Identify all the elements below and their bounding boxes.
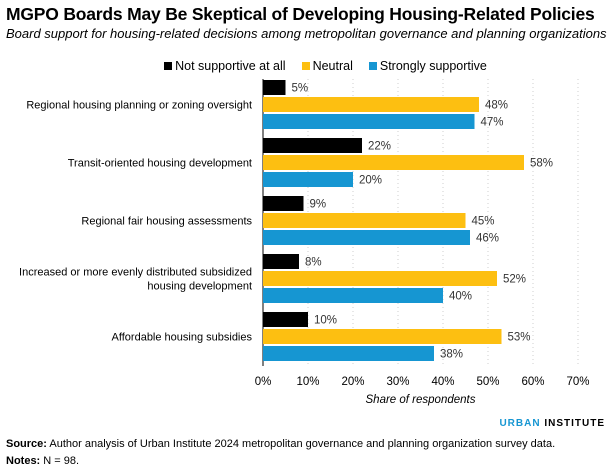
data-label: 20% [359,175,382,187]
bar-not-supportive-at-all [263,196,304,211]
bar-not-supportive-at-all [263,254,299,269]
source-text: Author analysis of Urban Institute 2024 … [46,438,556,450]
data-label: 48% [485,100,508,112]
category-label: Transit-oriented housing development [68,158,252,170]
x-tick-label: 20% [341,376,364,388]
chart-title: MGPO Boards May Be Skeptical of Developi… [6,4,595,24]
data-label: 45% [472,216,495,228]
category-label: Affordable housing subsidies [112,332,253,344]
data-label: 40% [449,291,472,303]
data-label: 5% [292,83,309,95]
data-label: 58% [530,158,553,170]
x-tick-label: 40% [431,376,454,388]
data-label: 10% [314,315,337,327]
data-label: 38% [440,349,463,361]
x-tick-label: 30% [386,376,409,388]
data-label: 9% [310,199,327,211]
category-label: Increased or more evenly distributed sub… [19,267,252,279]
bar-not-supportive-at-all [263,138,362,153]
x-tick-label: 10% [296,376,319,388]
notes: Notes: N = 98. [6,455,79,467]
bar-neutral [263,329,502,344]
notes-label: Notes: [6,455,41,467]
source-note: Source: Author analysis of Urban Institu… [6,438,555,450]
category-label: Regional housing planning or zoning over… [26,100,252,112]
data-label: 22% [368,141,391,153]
chart-subtitle: Board support for housing-related decisi… [6,26,607,41]
brand-institute: INSTITUTE [544,418,605,429]
legend-item: Not supportive at all [164,59,286,73]
data-label: 52% [503,274,526,286]
legend-swatch [301,62,310,70]
bar-strongly-supportive [263,288,443,303]
bar-strongly-supportive [263,114,475,129]
bar-strongly-supportive [263,230,470,245]
bar-not-supportive-at-all [263,312,308,327]
x-tick-label: 60% [521,376,544,388]
bar-neutral [263,97,479,112]
legend-swatch [368,62,377,70]
bar-neutral [263,155,524,170]
x-tick-label: 0% [255,376,272,388]
legend-swatch [164,62,173,70]
legend-label: Not supportive at all [175,59,286,73]
bar-neutral [263,271,497,286]
data-label: 46% [476,233,499,245]
urban-institute-logo: URBAN INSTITUTE [499,418,605,429]
x-tick-label: 70% [566,376,589,388]
data-label: 8% [305,257,322,269]
bar-strongly-supportive [263,346,434,361]
x-axis-title: Share of respondents [366,394,476,406]
legend: Not supportive at all Neutral Strongly sup… [0,59,611,73]
brand-urban: URBAN [499,418,541,429]
bar-strongly-supportive [263,172,353,187]
category-label: Regional fair housing assessments [81,216,252,228]
bar-not-supportive-at-all [263,80,286,95]
legend-item: Strongly supportive [368,59,487,73]
legend-item: Neutral [301,59,353,73]
x-tick-label: 50% [476,376,499,388]
data-label: 47% [481,117,504,129]
source-label: Source: [6,438,47,450]
legend-label: Neutral [312,59,353,73]
category-label: housing development [147,281,252,293]
notes-text: N = 98. [40,455,80,467]
bar-neutral [263,213,466,228]
legend-label: Strongly supportive [379,59,487,73]
data-label: 53% [508,332,531,344]
